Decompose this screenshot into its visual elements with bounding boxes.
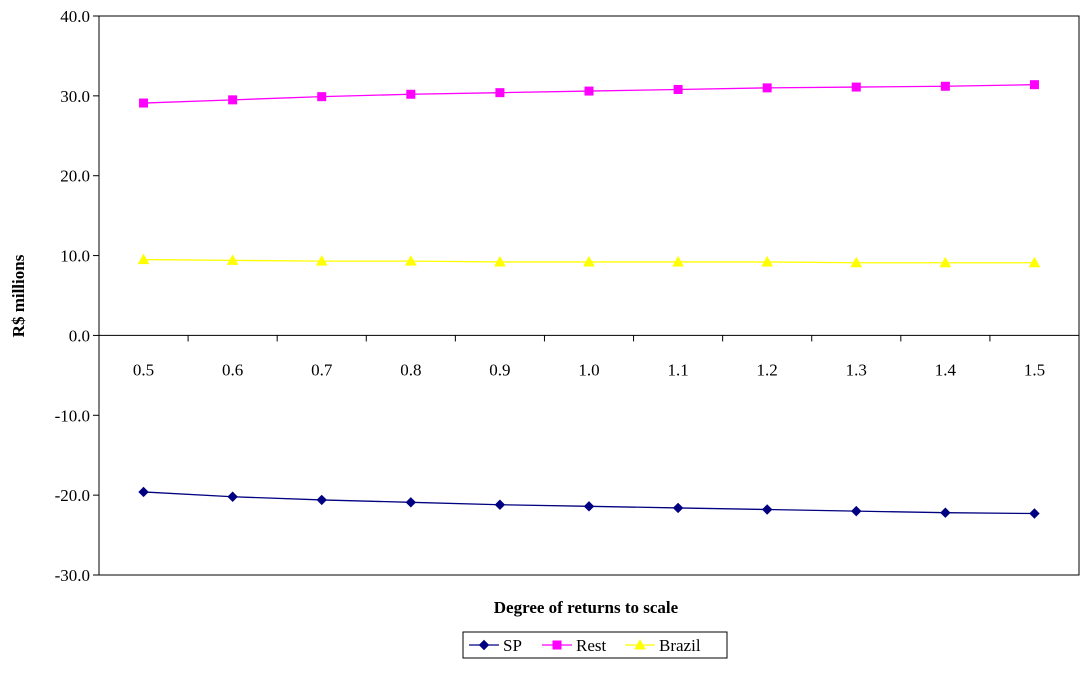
series-layer [137,80,1041,519]
data-point-sp [227,491,238,502]
x-tick-label: 0.9 [489,360,510,379]
data-point-brazil [1028,256,1041,268]
legend-marker-sp [478,639,490,651]
data-point-rest [940,81,950,91]
data-point-brazil [226,254,239,265]
data-point-sp [672,502,684,514]
data-point-brazil [583,255,595,267]
data-point-sp [138,486,149,498]
x-tick-label: 1.0 [578,360,599,379]
x-tick-label: 0.7 [311,360,333,379]
data-point-brazil [850,256,863,268]
data-point-rest [495,88,505,98]
series-brazil [137,253,1041,268]
data-point-sp [761,504,773,515]
legend: SP Rest Brazil [462,631,728,659]
data-point-sp [940,507,951,518]
data-point-rest [228,95,238,105]
data-point-brazil [137,253,150,265]
y-tick-label: -30.0 [55,566,90,585]
data-point-rest [762,83,772,93]
data-point-brazil [315,255,328,266]
x-tick-label: 0.8 [400,360,421,379]
series-sp [138,486,1040,519]
data-point-rest [1029,80,1039,90]
y-axis-title: R$ millions [9,254,28,337]
y-tick-label: -20.0 [55,486,90,505]
data-point-rest [851,82,861,92]
series-rest [139,80,1039,108]
legend-item-sp: SP [469,636,522,655]
legend-item-brazil: Brazil [625,636,701,655]
y-tick-label: 10.0 [60,247,90,266]
data-point-sp [583,501,595,512]
data-point-brazil [672,255,684,267]
x-tick-label: 0.6 [222,360,243,379]
legend-label-brazil: Brazil [659,636,701,655]
data-point-brazil [494,255,506,267]
x-tick-label: 1.2 [757,360,778,379]
data-point-rest [406,89,416,99]
data-point-rest [584,86,594,96]
data-point-sp [405,497,417,508]
x-tick-label: 1.3 [846,360,867,379]
legend-item-rest: Rest [542,636,607,655]
plot-area [98,15,1080,576]
y-tick-label: -10.0 [55,406,90,425]
data-point-sp [316,494,327,506]
y-tick-label: 20.0 [60,167,90,186]
data-point-rest [317,92,327,102]
x-tick-label: 1.1 [667,360,688,379]
y-axis-ticks: 40.0 30.0 20.0 10.0 0.0 -10.0 -20.0 -30.0 [55,7,99,585]
x-tick-label: 1.4 [935,360,957,379]
y-tick-label: 40.0 [60,7,90,26]
legend-box [462,631,728,659]
legend-label-rest: Rest [576,636,607,655]
data-point-brazil [761,255,774,267]
data-point-rest [673,84,683,94]
data-point-brazil [939,256,952,268]
data-point-sp [1029,508,1040,519]
y-tick-label: 0.0 [69,326,90,345]
data-point-sp [494,499,506,510]
x-axis-title: Degree of returns to scale [494,598,679,617]
data-point-rest [139,98,149,108]
legend-label-sp: SP [503,636,522,655]
x-axis-ticks: 0.5 0.6 0.7 0.8 0.9 1.0 1.1 1.2 1.3 1.4 1.5 [98,335,1080,379]
data-point-brazil [404,255,417,266]
x-tick-label: 0.5 [133,360,154,379]
y-tick-label: 30.0 [60,87,90,106]
x-tick-label: 1.5 [1024,360,1045,379]
legend-marker-rest [552,640,562,650]
data-point-sp [851,505,862,517]
legend-marker-brazil [634,638,646,650]
